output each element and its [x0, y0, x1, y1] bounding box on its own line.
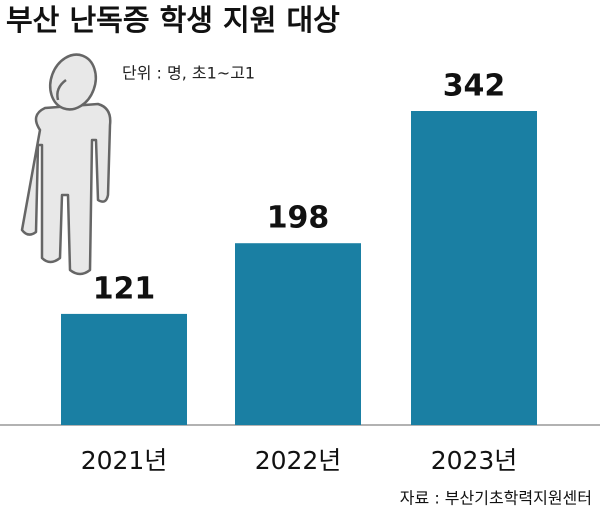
x-tick-label: 2023년	[431, 446, 518, 475]
x-tick-label: 2021년	[81, 446, 168, 475]
bar	[411, 111, 537, 425]
person-icon	[20, 53, 112, 276]
chart-subtitle: 단위 : 명, 초1~고1	[122, 64, 255, 83]
value-label: 121	[93, 271, 156, 306]
bar	[61, 313, 187, 425]
value-label: 342	[443, 69, 506, 104]
source: 자료 : 부산기초학력지원센터	[400, 489, 592, 508]
value-label: 198	[267, 201, 330, 236]
bar	[235, 243, 361, 425]
chart-title: 부산 난독증 학생 지원 대상	[6, 3, 340, 37]
x-tick-label: 2022년	[255, 446, 342, 475]
